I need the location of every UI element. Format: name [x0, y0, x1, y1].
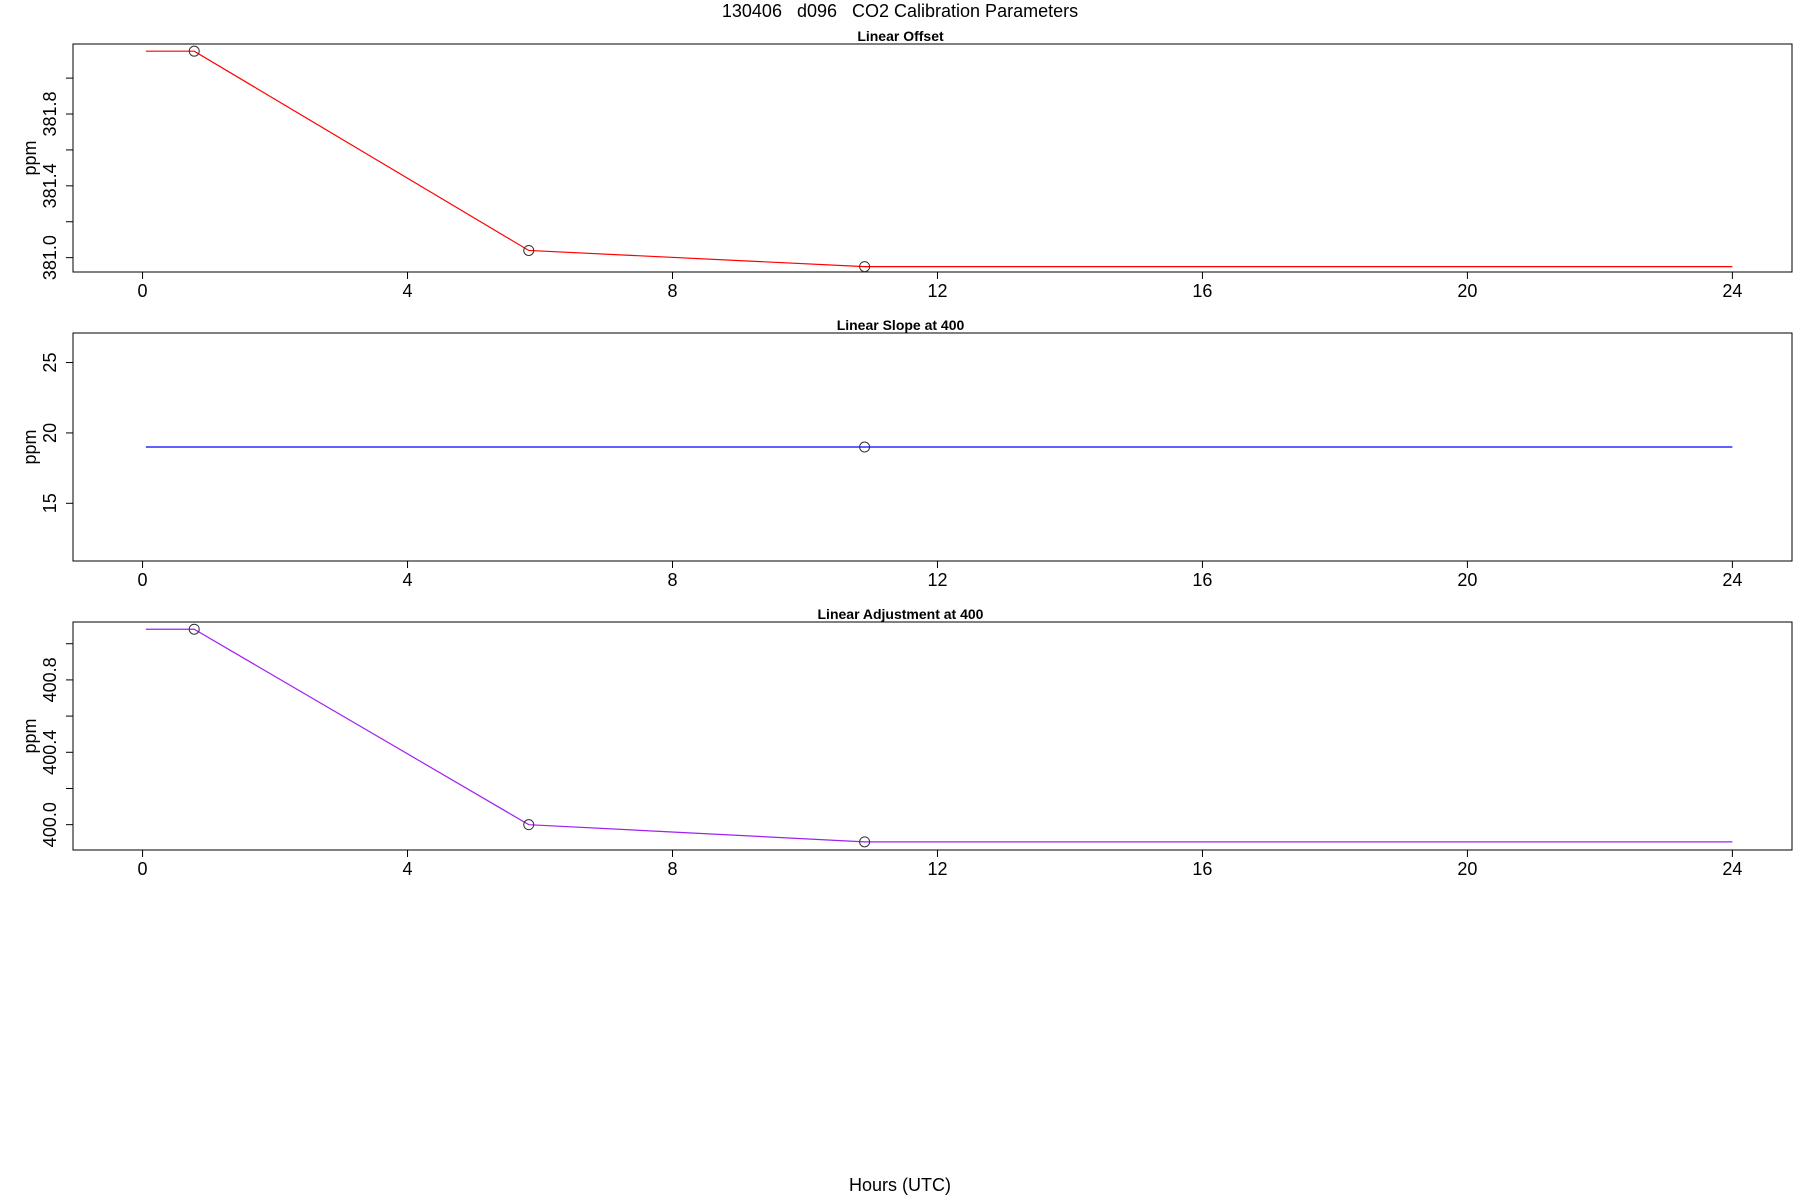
panel-3-x-tick-label: 8	[667, 859, 677, 879]
panel-1-y-tick-label: 381.8	[40, 91, 60, 136]
x-axis-label: Hours (UTC)	[849, 1175, 951, 1195]
panel-2-x-tick-label: 12	[927, 570, 947, 590]
panel-3-x-tick-label: 16	[1192, 859, 1212, 879]
panel-3-y-tick-label: 400.0	[40, 802, 60, 847]
panel-2-y-tick-label: 20	[40, 423, 60, 443]
panel-3-data-point	[188, 623, 200, 635]
panel-2-x-tick-label: 24	[1722, 570, 1742, 590]
panel-2-x-tick-label: 0	[138, 570, 148, 590]
panel-2-x-tick-label: 4	[403, 570, 413, 590]
panel-3-x-tick-label: 24	[1722, 859, 1742, 879]
panel-2-x-tick-label: 8	[667, 570, 677, 590]
panel-3-x-tick-label: 4	[403, 859, 413, 879]
panel-3-y-label: ppm	[20, 718, 40, 753]
panel-1-x-tick-label: 12	[927, 281, 947, 301]
figure-title: 130406 d096 CO2 Calibration Parameters	[721, 1, 1079, 21]
panel-2-x-tick-label: 20	[1457, 570, 1477, 590]
panel-1-x-tick-label: 0	[138, 281, 148, 301]
panel-3-x-tick-label: 0	[138, 859, 148, 879]
panel-1-series-line	[145, 50, 1733, 268]
panel-2-data-point	[859, 441, 871, 453]
panel-3-frame	[72, 621, 1793, 851]
panel-1-x-tick-label: 16	[1192, 281, 1212, 301]
panel-1-y-tick-label: 381.0	[40, 235, 60, 280]
panel-3-title: Linear Adjustment at 400	[818, 606, 984, 622]
panel-1-y-label: ppm	[20, 140, 40, 175]
panel-1-data-point	[188, 45, 200, 57]
panel-1-x-tick-label: 4	[403, 281, 413, 301]
panel-1-x-tick-label: 20	[1457, 281, 1477, 301]
panel-3-data-point	[859, 836, 871, 848]
panel-1-data-point	[523, 244, 535, 256]
panel-3-series-line	[145, 628, 1733, 843]
panel-1-x-tick-label: 8	[667, 281, 677, 301]
panel-2-y-label: ppm	[20, 429, 40, 464]
panel-2-x-tick-label: 16	[1192, 570, 1212, 590]
panel-3-x-tick-label: 20	[1457, 859, 1477, 879]
panel-3-y-tick-label: 400.4	[40, 730, 60, 775]
panel-1-data-point	[859, 261, 871, 273]
panel-1-y-tick-label: 381.4	[40, 163, 60, 208]
panel-1-x-tick-label: 24	[1722, 281, 1742, 301]
panel-2-title: Linear Slope at 400	[837, 317, 965, 333]
panel-1-frame	[72, 43, 1793, 273]
panel-3-y-tick-label: 400.8	[40, 657, 60, 702]
panel-3-data-point	[523, 819, 535, 831]
panel-2-y-tick-label: 15	[40, 493, 60, 513]
panel-3-x-tick-label: 12	[927, 859, 947, 879]
panel-1-title: Linear Offset	[857, 28, 944, 44]
panel-2-y-tick-label: 25	[40, 353, 60, 373]
